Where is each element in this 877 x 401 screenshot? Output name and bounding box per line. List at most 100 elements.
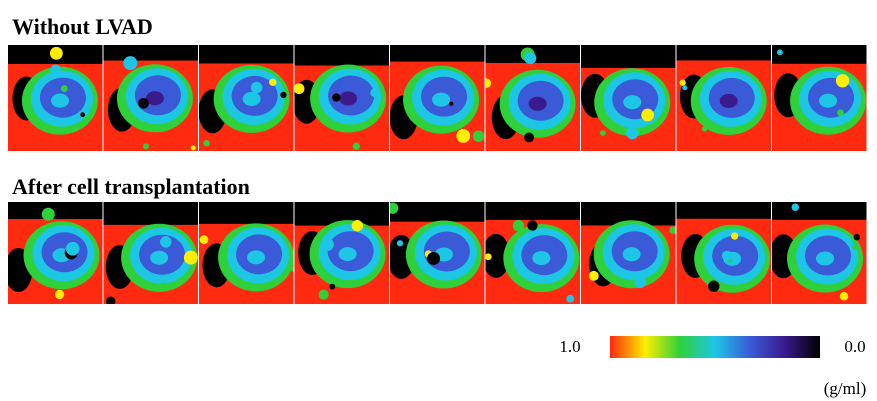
- panel-content: [199, 202, 296, 304]
- spot: [605, 212, 618, 225]
- panel-content: [677, 40, 773, 151]
- spot: [687, 40, 697, 50]
- panel-content: [387, 202, 486, 304]
- panel-content: [198, 45, 294, 151]
- background: [486, 202, 582, 220]
- spot: [800, 47, 813, 60]
- spot: [160, 236, 172, 248]
- spot: [708, 281, 719, 292]
- core: [623, 247, 641, 261]
- spot: [80, 112, 85, 117]
- spot: [524, 133, 534, 143]
- panel-content: [581, 202, 677, 304]
- background: [581, 45, 677, 68]
- spot: [352, 220, 363, 231]
- image-panel: [4, 202, 103, 304]
- spot: [679, 80, 685, 86]
- spot: [513, 220, 524, 231]
- core: [150, 251, 168, 265]
- spot: [641, 109, 654, 122]
- panel-content: [293, 45, 390, 151]
- spot: [589, 271, 599, 281]
- image-panel: [295, 202, 391, 304]
- colorbar-tick-label: 1.0: [559, 337, 580, 356]
- image-panel: [769, 202, 867, 304]
- image-panel: [581, 45, 677, 151]
- image-panel: [8, 45, 104, 151]
- spot: [138, 98, 149, 109]
- colorbar-tick-label: 0.0: [844, 337, 865, 356]
- core: [339, 92, 357, 106]
- background: [295, 45, 391, 66]
- spot: [353, 143, 360, 150]
- core: [51, 94, 69, 108]
- image-panel: [482, 202, 581, 304]
- image-panel: [677, 202, 773, 304]
- spot: [370, 89, 378, 97]
- spot: [731, 232, 738, 239]
- image-panel: [199, 202, 296, 304]
- panel-content: [390, 45, 486, 151]
- spot: [852, 245, 857, 250]
- panel-content: [4, 202, 103, 304]
- spot: [418, 80, 424, 86]
- spot: [269, 79, 277, 87]
- spot: [837, 109, 844, 116]
- spot: [473, 130, 484, 141]
- panel-content: [482, 202, 581, 304]
- background: [104, 202, 200, 225]
- row-title: Without LVAD: [12, 14, 153, 39]
- image-row: [8, 40, 868, 151]
- core: [247, 250, 265, 264]
- spot: [524, 52, 536, 64]
- spot: [123, 56, 137, 70]
- image-panel: [198, 45, 294, 151]
- spot: [669, 226, 677, 234]
- spot: [50, 47, 63, 60]
- spot: [251, 82, 263, 94]
- panel-content: [772, 45, 868, 151]
- panel-content: [581, 45, 677, 151]
- spot: [143, 143, 149, 149]
- spot: [840, 292, 848, 300]
- row-title: After cell transplantation: [12, 174, 250, 199]
- spot: [319, 290, 329, 300]
- core: [243, 92, 261, 106]
- spot: [427, 252, 440, 265]
- image-panel: [390, 45, 486, 151]
- core: [623, 95, 641, 109]
- panel-content: [104, 45, 200, 151]
- image-panel: [581, 202, 677, 304]
- panel-content: [104, 202, 200, 306]
- spot: [836, 74, 849, 87]
- spot: [184, 251, 198, 265]
- image-panel: [677, 40, 773, 151]
- spot: [792, 203, 800, 211]
- spot: [55, 290, 64, 299]
- spot: [160, 282, 168, 290]
- core: [816, 252, 834, 266]
- spot: [600, 130, 606, 136]
- spot: [329, 284, 335, 290]
- background: [199, 202, 295, 224]
- spot: [722, 251, 732, 261]
- spot: [582, 52, 586, 56]
- spot: [777, 49, 783, 55]
- spot: [332, 93, 340, 101]
- background: [8, 202, 104, 219]
- core: [339, 247, 357, 261]
- core: [529, 97, 547, 111]
- spot: [280, 92, 286, 98]
- background: [390, 45, 486, 62]
- spot: [247, 232, 251, 236]
- spot: [203, 140, 209, 146]
- panel-content: [677, 202, 773, 304]
- spot: [50, 65, 61, 76]
- core: [432, 93, 450, 107]
- image-panel: [104, 45, 200, 151]
- spot: [682, 85, 687, 90]
- panel-content: [8, 45, 104, 151]
- spot: [449, 102, 453, 106]
- spot: [42, 208, 55, 221]
- background: [772, 45, 868, 64]
